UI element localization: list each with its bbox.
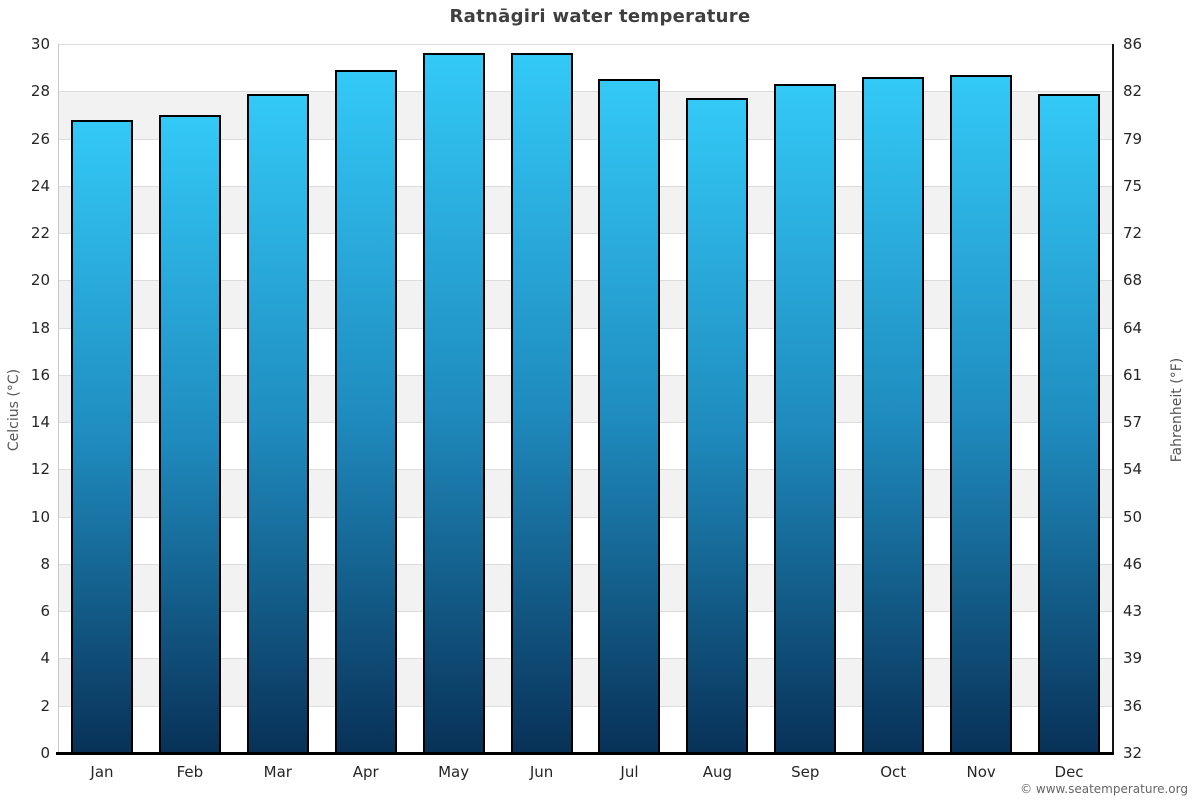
y-tick-fahrenheit-39: 39 bbox=[1123, 649, 1143, 668]
plot-band bbox=[58, 658, 1113, 706]
gridline-14c bbox=[58, 422, 1113, 424]
y-tick-fahrenheit-86: 86 bbox=[1123, 35, 1143, 53]
x-label-aug: Aug bbox=[702, 763, 733, 781]
x-label-sep: Sep bbox=[791, 763, 820, 781]
y-tick-fahrenheit-72: 72 bbox=[1123, 224, 1143, 243]
y-tick-celsius-26: 26 bbox=[30, 129, 50, 148]
gridline-16c bbox=[58, 374, 1113, 376]
y-tick-fahrenheit-82: 82 bbox=[1123, 82, 1143, 101]
y-tick-celsius-22: 22 bbox=[30, 224, 50, 243]
y-tick-celsius-30: 30 bbox=[30, 35, 50, 53]
plot-band bbox=[58, 705, 1113, 753]
plot-band bbox=[58, 422, 1113, 470]
gridline-10c bbox=[58, 516, 1113, 518]
chart-title: Ratnāgiri water temperature bbox=[449, 6, 751, 27]
plot-band bbox=[58, 516, 1113, 564]
bar-nov[interactable] bbox=[950, 74, 1013, 754]
gridline-12c bbox=[58, 469, 1113, 471]
gridline-6c bbox=[58, 611, 1113, 613]
y-tick-celsius-14: 14 bbox=[30, 413, 50, 432]
plot-band bbox=[58, 563, 1113, 612]
attribution-link[interactable]: © www.seatemperature.org bbox=[1020, 782, 1188, 796]
y-tick-celsius-2: 2 bbox=[40, 696, 50, 715]
bar-jun[interactable] bbox=[510, 53, 573, 754]
x-label-jun: Jun bbox=[529, 763, 554, 781]
bar-aug[interactable] bbox=[686, 98, 749, 754]
plot-band bbox=[58, 91, 1113, 139]
bar-dec[interactable] bbox=[1038, 93, 1101, 754]
gridline-18c bbox=[58, 327, 1113, 329]
y-tick-fahrenheit-75: 75 bbox=[1123, 176, 1143, 195]
x-label-nov: Nov bbox=[966, 763, 996, 781]
gridline-26c bbox=[58, 138, 1113, 140]
bar-apr[interactable] bbox=[334, 69, 397, 754]
y-tick-fahrenheit-64: 64 bbox=[1123, 318, 1143, 337]
x-label-jul: Jul bbox=[620, 763, 639, 781]
y-tick-celsius-6: 6 bbox=[40, 602, 50, 621]
plot-band bbox=[58, 374, 1113, 423]
gridline-2c bbox=[58, 705, 1113, 707]
x-label-mar: Mar bbox=[263, 763, 292, 781]
x-label-oct: Oct bbox=[880, 763, 907, 781]
plot-band bbox=[58, 233, 1113, 281]
gridline-24c bbox=[58, 185, 1113, 187]
plot-band bbox=[58, 280, 1113, 328]
plot-band bbox=[58, 44, 1113, 92]
y-tick-celsius-0: 0 bbox=[40, 744, 50, 762]
plot-band bbox=[58, 138, 1113, 186]
gridline-30c bbox=[58, 44, 1113, 45]
bar-jul[interactable] bbox=[598, 79, 661, 754]
gridline-22c bbox=[58, 233, 1113, 235]
bar-jan[interactable] bbox=[70, 119, 133, 754]
y-tick-celsius-12: 12 bbox=[30, 460, 50, 479]
plot-band bbox=[58, 327, 1113, 375]
x-label-dec: Dec bbox=[1054, 763, 1084, 781]
y-tick-celsius-24: 24 bbox=[30, 176, 50, 195]
y-tick-fahrenheit-54: 54 bbox=[1123, 460, 1143, 479]
bar-feb[interactable] bbox=[158, 114, 221, 754]
bar-sep[interactable] bbox=[774, 84, 837, 754]
y-tick-fahrenheit-68: 68 bbox=[1123, 271, 1143, 290]
y-tick-fahrenheit-46: 46 bbox=[1123, 554, 1143, 573]
y-axis-line-left bbox=[58, 44, 59, 753]
bar-mar[interactable] bbox=[246, 93, 309, 754]
gridline-8c bbox=[58, 563, 1113, 565]
gridline-20c bbox=[58, 280, 1113, 282]
y-tick-fahrenheit-50: 50 bbox=[1123, 507, 1143, 526]
y-tick-celsius-20: 20 bbox=[30, 271, 50, 290]
x-axis-line bbox=[56, 752, 1114, 755]
y-tick-fahrenheit-57: 57 bbox=[1123, 413, 1143, 432]
gridline-4c bbox=[58, 658, 1113, 660]
plot-band bbox=[58, 185, 1113, 234]
y-tick-celsius-8: 8 bbox=[40, 554, 50, 573]
bar-oct[interactable] bbox=[862, 77, 925, 754]
x-label-jan: Jan bbox=[90, 763, 114, 781]
y-tick-celsius-18: 18 bbox=[30, 318, 50, 337]
y-tick-fahrenheit-79: 79 bbox=[1123, 129, 1143, 148]
x-label-apr: Apr bbox=[352, 763, 379, 781]
y-tick-celsius-28: 28 bbox=[30, 82, 50, 101]
plot-band bbox=[58, 469, 1113, 517]
bar-may[interactable] bbox=[422, 53, 485, 754]
x-label-may: May bbox=[438, 763, 470, 781]
y-tick-fahrenheit-61: 61 bbox=[1123, 365, 1143, 384]
y-tick-celsius-16: 16 bbox=[30, 365, 50, 384]
plot-band bbox=[58, 611, 1113, 659]
y-tick-celsius-4: 4 bbox=[40, 649, 50, 668]
y-tick-fahrenheit-32: 32 bbox=[1123, 744, 1143, 762]
y-tick-fahrenheit-36: 36 bbox=[1123, 696, 1143, 715]
x-label-feb: Feb bbox=[176, 763, 204, 781]
gridline-28c bbox=[58, 91, 1113, 93]
y-axis-line-right bbox=[1112, 44, 1114, 755]
y-tick-celsius-10: 10 bbox=[30, 507, 50, 526]
y-tick-fahrenheit-43: 43 bbox=[1123, 602, 1143, 621]
